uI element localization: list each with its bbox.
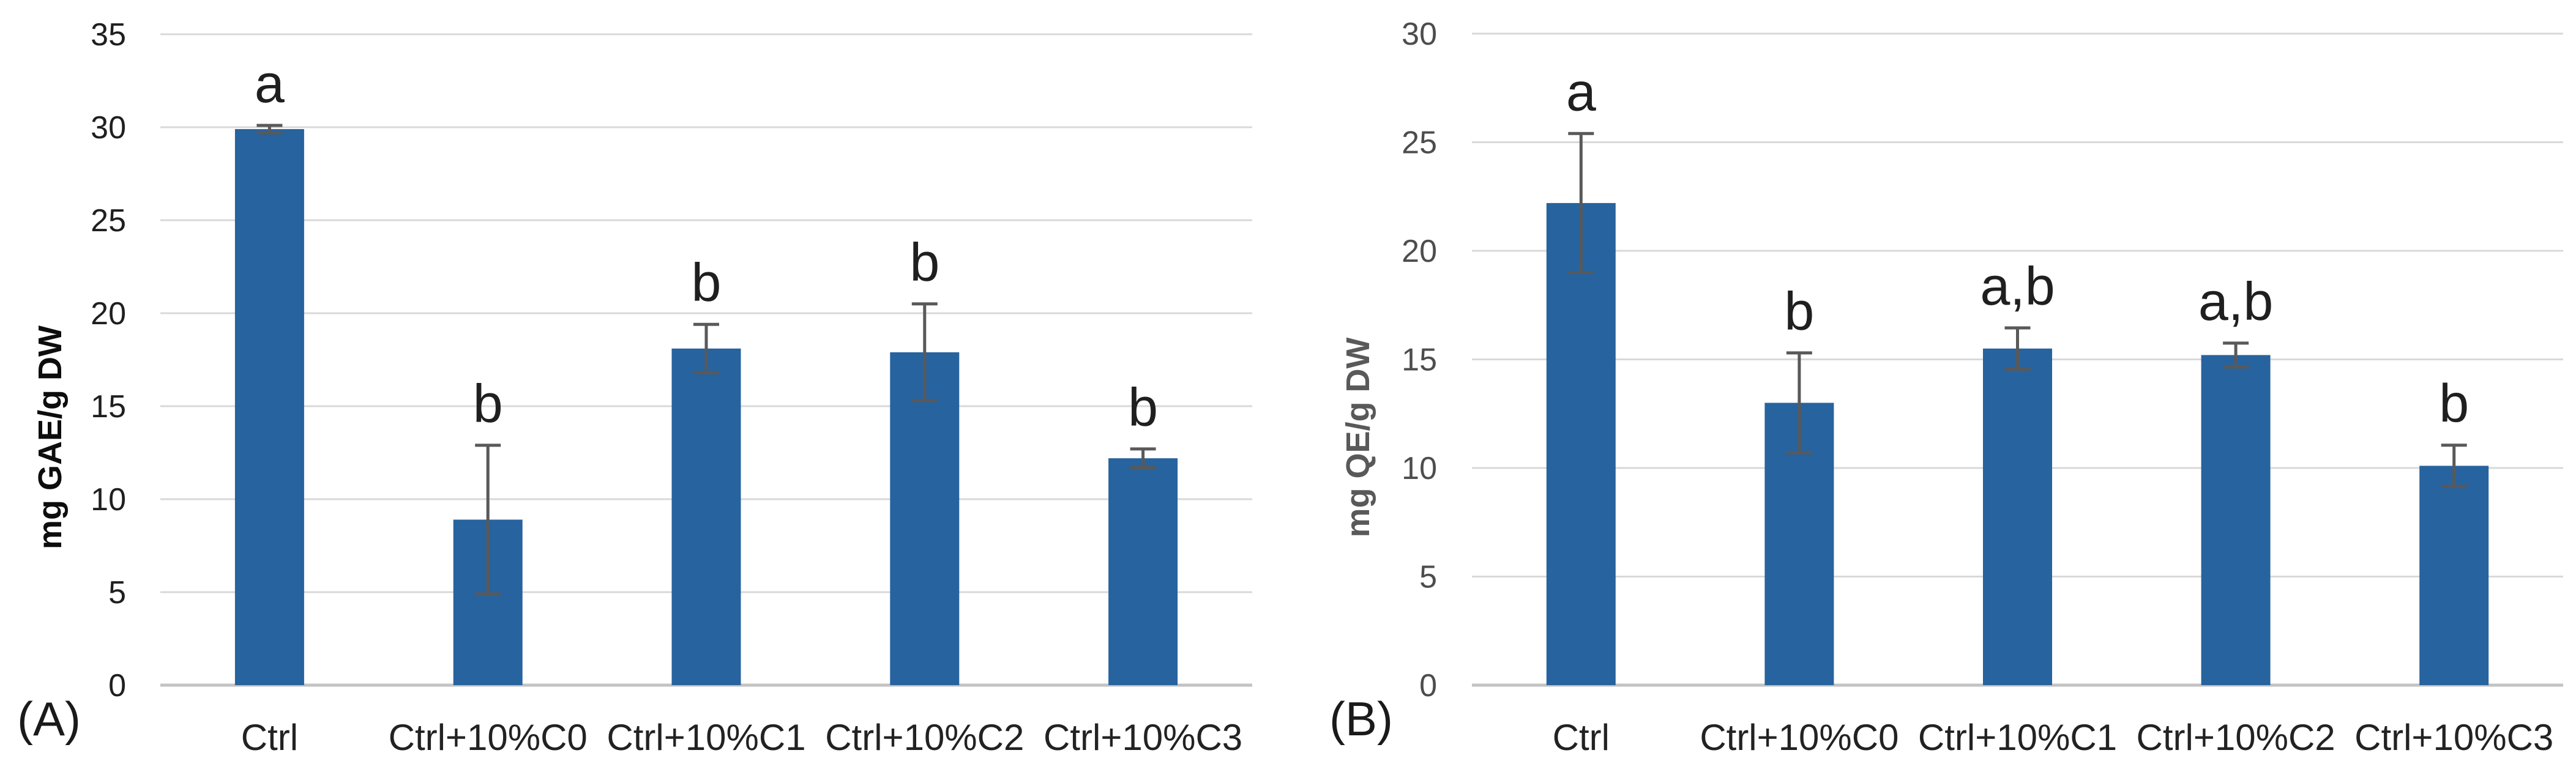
bar xyxy=(671,348,741,685)
y-tick-label: 10 xyxy=(91,482,126,518)
panel-label: (A) xyxy=(17,692,81,746)
bar xyxy=(2201,355,2271,685)
significance-letter: a xyxy=(255,53,285,114)
y-tick-label: 15 xyxy=(1402,343,1437,378)
x-category-label: Ctrl+10%C3 xyxy=(2354,717,2553,758)
x-category-label: Ctrl+10%C2 xyxy=(2137,717,2335,758)
y-tick-label: 35 xyxy=(91,17,126,53)
bar xyxy=(1983,348,2052,685)
x-category-label: Ctrl+10%C0 xyxy=(1700,717,1898,758)
bar xyxy=(1108,458,1178,685)
x-category-label: Ctrl xyxy=(1553,717,1610,758)
significance-letter: a,b xyxy=(1980,256,2055,316)
significance-letter: b xyxy=(2439,373,2469,434)
x-category-label: Ctrl+10%C0 xyxy=(389,717,588,758)
y-tick-label: 30 xyxy=(91,110,126,146)
y-tick-label: 0 xyxy=(1419,668,1437,703)
x-category-label: Ctrl+10%C1 xyxy=(1918,717,2117,758)
bar xyxy=(234,129,304,686)
significance-letter: b xyxy=(1128,377,1158,437)
bar xyxy=(1546,202,1616,685)
significance-letter: b xyxy=(1784,281,1814,341)
significance-letter: b xyxy=(909,232,939,292)
x-category-label: Ctrl+10%C1 xyxy=(607,717,805,758)
x-category-label: Ctrl+10%C2 xyxy=(825,717,1024,758)
y-axis-title: mg GAE/g DW xyxy=(32,325,69,549)
y-tick-label: 10 xyxy=(1402,451,1437,486)
significance-letter: a xyxy=(1566,61,1596,122)
y-tick-label: 5 xyxy=(1419,560,1437,595)
y-axis-title: mg QE/g DW xyxy=(1340,337,1376,537)
y-tick-label: 25 xyxy=(91,203,126,239)
significance-letter: b xyxy=(473,373,503,434)
y-tick-label: 5 xyxy=(108,575,126,611)
x-category-label: Ctrl xyxy=(241,717,298,758)
bar xyxy=(2419,466,2489,685)
y-tick-label: 15 xyxy=(91,389,126,425)
bar xyxy=(890,352,960,685)
significance-letter: b xyxy=(692,252,722,313)
panel-label: (B) xyxy=(1329,692,1393,746)
y-tick-label: 0 xyxy=(108,668,126,703)
y-tick-label: 20 xyxy=(1402,234,1437,269)
significance-letter: a,b xyxy=(2198,271,2273,332)
y-tick-label: 30 xyxy=(1402,17,1437,52)
x-category-label: Ctrl+10%C3 xyxy=(1043,717,1242,758)
y-tick-label: 25 xyxy=(1402,125,1437,161)
y-tick-label: 20 xyxy=(91,296,126,332)
